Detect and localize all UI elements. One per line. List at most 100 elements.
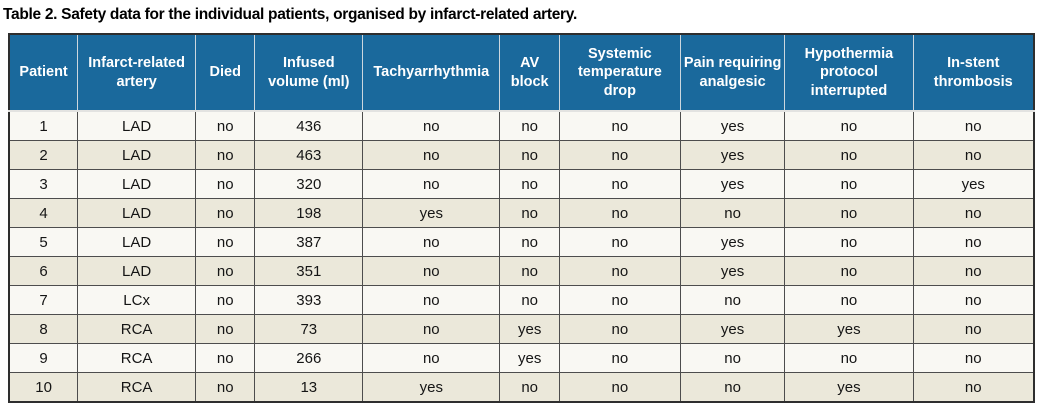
table-cell: no xyxy=(499,198,560,228)
table-cell: no xyxy=(558,256,681,286)
table-cell: no xyxy=(912,314,1035,344)
table-cell: LAD xyxy=(77,140,197,170)
table-cell: no xyxy=(784,256,914,286)
table-cell: RCA xyxy=(77,372,197,403)
table-cell: 9 xyxy=(8,343,79,373)
table-cell: no xyxy=(912,256,1035,286)
table-row: 3 LAD no 320 no no no yes no yes xyxy=(8,169,1035,199)
table-cell: no xyxy=(912,343,1035,373)
table-cell: LAD xyxy=(77,227,197,257)
table-cell: no xyxy=(679,372,786,403)
column-header: Infused volume (ml) xyxy=(254,33,364,112)
table-cell: 463 xyxy=(254,140,364,170)
column-header: AV block xyxy=(499,33,560,112)
table-cell: 320 xyxy=(254,169,364,199)
column-header: In-stent thrombosis xyxy=(912,33,1035,112)
table-cell: no xyxy=(784,285,914,315)
table-cell: no xyxy=(195,140,256,170)
column-header: Tachyarrhythmia xyxy=(362,33,501,112)
table-cell: LAD xyxy=(77,110,197,141)
table-cell: yes xyxy=(679,314,786,344)
table-title: Table 2. Safety data for the individual … xyxy=(3,6,577,23)
table-cell: LAD xyxy=(77,256,197,286)
table-cell: no xyxy=(499,256,560,286)
column-header: Patient xyxy=(8,33,79,112)
table-cell: RCA xyxy=(77,343,197,373)
table-cell: 73 xyxy=(254,314,364,344)
table-cell: no xyxy=(195,314,256,344)
table-row: 9 RCA no 266 no yes no no no no xyxy=(8,343,1035,373)
table-cell: yes xyxy=(679,110,786,141)
table-cell: yes xyxy=(679,227,786,257)
table-cell: no xyxy=(499,372,560,403)
table-cell: no xyxy=(558,169,681,199)
table-cell: yes xyxy=(362,198,501,228)
table-cell: yes xyxy=(679,256,786,286)
table-row: 4 LAD no 198 yes no no no no no xyxy=(8,198,1035,228)
table-cell: RCA xyxy=(77,314,197,344)
table-cell: no xyxy=(679,343,786,373)
table-cell: yes xyxy=(679,169,786,199)
table-cell: 6 xyxy=(8,256,79,286)
table-cell: no xyxy=(558,314,681,344)
table-cell: no xyxy=(912,227,1035,257)
table-cell: no xyxy=(195,285,256,315)
table-cell: no xyxy=(499,169,560,199)
table-cell: 7 xyxy=(8,285,79,315)
table-cell: no xyxy=(912,372,1035,403)
table-cell: 13 xyxy=(254,372,364,403)
table-row: 1 LAD no 436 no no no yes no no xyxy=(8,110,1035,141)
table-row: 8 RCA no 73 no yes no yes yes no xyxy=(8,314,1035,344)
table-cell: no xyxy=(362,110,501,141)
table-cell: no xyxy=(362,343,501,373)
table-cell: no xyxy=(362,285,501,315)
table-cell: no xyxy=(195,372,256,403)
table-cell: no xyxy=(558,110,681,141)
table-cell: 351 xyxy=(254,256,364,286)
table-cell: 198 xyxy=(254,198,364,228)
table-row: 6 LAD no 351 no no no yes no no xyxy=(8,256,1035,286)
table-cell: no xyxy=(195,198,256,228)
table-cell: LAD xyxy=(77,169,197,199)
table-row: 5 LAD no 387 no no no yes no no xyxy=(8,227,1035,257)
table-cell: no xyxy=(784,140,914,170)
table-cell: 8 xyxy=(8,314,79,344)
table-cell: no xyxy=(912,110,1035,141)
table-cell: no xyxy=(362,140,501,170)
table-cell: no xyxy=(912,198,1035,228)
table-cell: 5 xyxy=(8,227,79,257)
table-cell: no xyxy=(558,343,681,373)
table-cell: 4 xyxy=(8,198,79,228)
table-cell: no xyxy=(195,227,256,257)
table-row: 2 LAD no 463 no no no yes no no xyxy=(8,140,1035,170)
table-cell: no xyxy=(784,169,914,199)
table-cell: no xyxy=(679,198,786,228)
table-cell: no xyxy=(558,198,681,228)
table-cell: yes xyxy=(912,169,1035,199)
table-cell: no xyxy=(499,227,560,257)
table-cell: no xyxy=(558,140,681,170)
table-body: 1 LAD no 436 no no no yes no no 2 LAD no 463 no no no yes… xyxy=(8,110,1035,403)
table-cell: no xyxy=(784,110,914,141)
table-cell: 10 xyxy=(8,372,79,403)
table-cell: no xyxy=(679,285,786,315)
table-cell: no xyxy=(195,169,256,199)
table-cell: no xyxy=(558,227,681,257)
table-cell: yes xyxy=(784,372,914,403)
table-cell: no xyxy=(912,285,1035,315)
table-cell: no xyxy=(195,256,256,286)
table-cell: LCx xyxy=(77,285,197,315)
table-cell: no xyxy=(195,343,256,373)
table-cell: 266 xyxy=(254,343,364,373)
table-cell: 393 xyxy=(254,285,364,315)
table-cell: 436 xyxy=(254,110,364,141)
table-cell: no xyxy=(784,198,914,228)
table-cell: no xyxy=(362,227,501,257)
table-cell: yes xyxy=(679,140,786,170)
table-cell: yes xyxy=(784,314,914,344)
table-cell: no xyxy=(499,140,560,170)
table-header-row: Patient Infarct-related artery Died Infused… xyxy=(8,33,1035,112)
column-header: Infarct-related artery xyxy=(77,33,197,112)
table-cell: no xyxy=(558,372,681,403)
